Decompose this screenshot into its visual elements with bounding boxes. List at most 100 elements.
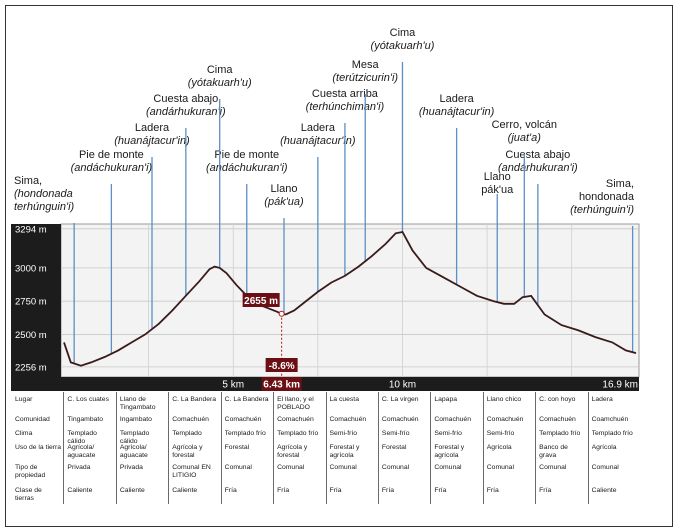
attribute-table: Lugar Comunidad Clima Uso de la tierra Tipo … xyxy=(11,392,640,504)
landmark-purepecha-name: (huanájtacur'in) xyxy=(419,106,495,118)
table-cell: Comachuén xyxy=(224,416,262,423)
table-cell: Forestal xyxy=(381,444,407,451)
cursor-distance-label: 6.43 km xyxy=(263,380,300,391)
landmark-markers xyxy=(73,62,634,364)
y-tick-label: 2750 m xyxy=(15,297,47,308)
table-cell: Agrícola/ aguacate xyxy=(119,444,148,459)
table-cell: Comachuén xyxy=(434,416,471,423)
table-cell: Tingambato xyxy=(67,416,104,423)
table-cell: Fría xyxy=(381,487,394,494)
table-cell: Caliente xyxy=(591,487,617,494)
table-cell: Lapapa xyxy=(434,396,458,403)
landmark-purepecha-name: (juat'a) xyxy=(508,132,542,144)
table-cell: Fría xyxy=(277,487,290,494)
landmark-name: Ladera xyxy=(135,122,170,134)
landmark-name: Sima, xyxy=(14,175,42,187)
cursor: 2655 m -8.6% 6.43 km xyxy=(242,293,302,391)
table-cell: C. con hoyo xyxy=(539,396,576,403)
table-cell: Llano de Tingambato xyxy=(119,396,156,411)
table-column-divider xyxy=(168,392,170,504)
table-column-divider xyxy=(535,392,537,504)
table-cell: Comunal xyxy=(329,464,357,471)
distance-label-box xyxy=(261,377,302,391)
landmark-purepecha-name: (yótakuarh'u) xyxy=(188,77,252,89)
landmark-name: Cerro, volcán xyxy=(492,119,557,131)
table-column-divider xyxy=(220,392,222,504)
landmark-name: Cuesta arriba xyxy=(312,88,379,100)
table-column-divider xyxy=(430,392,432,504)
axes: 3294 m 3000 m 2750 m 2500 m 2256 m 5 km 10 km 1… xyxy=(11,224,639,391)
landmark-name-line2: hondonada xyxy=(579,191,635,203)
table-cell: Privada xyxy=(67,464,91,471)
landmark-purepecha-name: (pák'ua) xyxy=(264,196,304,208)
landmark-name: Sima, xyxy=(606,178,634,190)
table-cell: Semi-frío xyxy=(381,430,410,437)
landmark-purepecha-name: (andáchukuran'i) xyxy=(71,162,153,174)
table-row-header: Comunidad xyxy=(15,416,50,423)
table-cell: Caliente xyxy=(119,487,145,494)
landmark-purepecha-name: (terútzicurin'i) xyxy=(332,72,398,84)
table-cell: Fría xyxy=(434,487,447,494)
table-cell: Comunal xyxy=(486,464,514,471)
landmark-name-line2: (hondonada xyxy=(14,188,73,200)
table-cell: Comachuén xyxy=(329,416,367,423)
x-tick-label: 5 km xyxy=(222,380,244,391)
table-column-divider xyxy=(63,392,65,504)
landmark-name: Pie de monte xyxy=(214,149,279,161)
table-cell: Fría xyxy=(486,487,499,494)
y-tick-label: 2500 m xyxy=(15,330,47,341)
table-cell: Comachuén xyxy=(539,416,576,423)
table-cell: Fría xyxy=(539,487,552,494)
table-cell: Caliente xyxy=(67,487,93,494)
landmark-name: Llano xyxy=(271,183,298,195)
table-cell: Templado cálido xyxy=(119,430,150,445)
table-cell: Agrícola y forestal xyxy=(277,444,308,459)
table-cell: Semi-frío xyxy=(486,430,515,437)
table-cell: Comunal xyxy=(539,464,567,471)
table-column-divider xyxy=(482,392,484,504)
table-cell: Coamchuén xyxy=(591,416,629,423)
elevation-line xyxy=(63,230,637,367)
landmark-purepecha-name: (huanájtacur'in) xyxy=(114,135,190,147)
elevation-label-box xyxy=(242,293,280,307)
table-cell: Ingambato xyxy=(119,416,152,423)
landmark-purepecha-name: (andárhukuran'i) xyxy=(498,162,578,174)
table-row-header: Uso de la tierra xyxy=(15,444,62,451)
table-cell: Forestal y agrícola xyxy=(329,444,360,459)
table-column-divider xyxy=(377,392,379,504)
x-tick-label: 16.9 km xyxy=(602,380,638,391)
table-cell: Agrícola xyxy=(486,444,512,451)
landmark-name: Cima xyxy=(207,64,234,76)
table-cell: Comachuén xyxy=(381,416,419,423)
table-cell: Comunal xyxy=(224,464,252,471)
table-cell: Comachuén xyxy=(172,416,209,423)
table-column-divider xyxy=(115,392,117,504)
table-cell: Semi-frío xyxy=(434,430,462,437)
plot-area xyxy=(60,223,640,378)
table-cell: Caliente xyxy=(172,487,198,494)
table-cell: Agrícola y forestal xyxy=(172,444,203,459)
table-cell: Comunal xyxy=(591,464,619,471)
landmark-purepecha-name: (andáchukuran'i) xyxy=(206,162,288,174)
grade-label-box xyxy=(265,358,298,372)
table-row-header: Clase de tierras xyxy=(15,487,42,502)
cursor-grade-label: -8.6% xyxy=(269,361,295,372)
landmark-purepecha-name: terhúnguin'i) xyxy=(14,201,75,213)
landmark-name: Cima xyxy=(390,27,417,39)
landmark-name-line2: pák'ua xyxy=(481,184,514,196)
landmark-purepecha-name: (terhúnguin'i) xyxy=(570,204,634,216)
table-row-header: Tipo de propiedad xyxy=(15,464,46,479)
table-cell: Comachuén xyxy=(277,416,314,423)
table-cell: C. Los cuates xyxy=(67,396,109,403)
landmark-purepecha-name: (yótakuarh'u) xyxy=(371,40,435,52)
table-cell: La cuesta xyxy=(329,396,359,403)
landmark-name: Ladera xyxy=(301,122,336,134)
table-cell: Templado frío xyxy=(277,430,319,437)
table-column-divider xyxy=(273,392,275,504)
table-cell: C. La Bandera xyxy=(172,396,217,403)
landmark-name: Llano xyxy=(484,171,511,183)
table-cell: Comachuén xyxy=(486,416,524,423)
table-cell: Templado frío xyxy=(224,430,266,437)
